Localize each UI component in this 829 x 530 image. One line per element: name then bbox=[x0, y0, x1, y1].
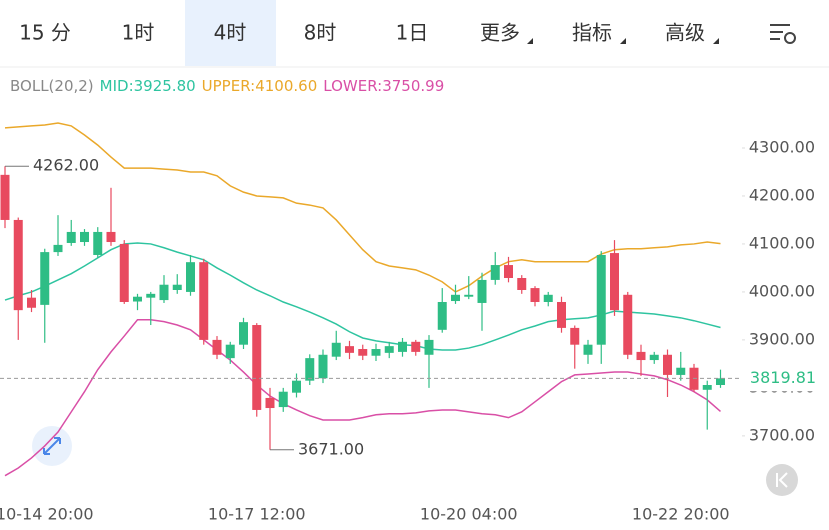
candle-body bbox=[93, 231, 103, 255]
candle-body bbox=[146, 293, 156, 298]
candle-body bbox=[318, 354, 328, 379]
legend-entry: UPPER:4100.60 bbox=[202, 77, 318, 95]
legend: BOLL(20,2) MID:3925.80 UPPER:4100.60 LOWER:… bbox=[10, 77, 444, 95]
y-tick-label: 3900.00 bbox=[749, 329, 815, 348]
tab[interactable]: 高级 bbox=[665, 21, 705, 45]
back-to-latest-button[interactable] bbox=[766, 464, 798, 496]
candle-body bbox=[0, 174, 10, 220]
y-tick-label: 4100.00 bbox=[749, 233, 815, 252]
indicator-name: BOLL(20,2) bbox=[10, 77, 94, 95]
tab[interactable]: 8时 bbox=[304, 21, 337, 45]
candle-body bbox=[358, 349, 368, 356]
legend-entry: LOWER:3750.99 bbox=[323, 77, 444, 95]
candle-body bbox=[424, 339, 434, 355]
candle-body bbox=[676, 367, 686, 375]
expand-button[interactable] bbox=[32, 426, 72, 466]
candle-body bbox=[212, 339, 222, 355]
y-tick-label: 3700.00 bbox=[749, 425, 815, 444]
y-tick-label: 4300.00 bbox=[749, 137, 815, 156]
extreme-label: 4262.00 bbox=[33, 156, 99, 175]
candle-body bbox=[252, 325, 262, 410]
candle-body bbox=[543, 294, 553, 302]
candle-body bbox=[186, 262, 195, 292]
dropdown-arrow bbox=[620, 38, 626, 44]
candle-body bbox=[331, 342, 341, 357]
candle-body bbox=[239, 322, 248, 345]
x-tick-label: 10-22 20:00 bbox=[632, 505, 730, 524]
dropdown-arrow bbox=[527, 38, 533, 44]
y-tick-label: 4200.00 bbox=[749, 185, 815, 204]
candle-body bbox=[702, 385, 712, 390]
candle-body bbox=[384, 346, 394, 353]
candle-body bbox=[80, 231, 89, 243]
candle-body bbox=[716, 378, 725, 385]
candle-body bbox=[40, 252, 50, 305]
candle-body bbox=[504, 265, 513, 279]
x-tick-label: 10-14 20:00 bbox=[0, 505, 94, 524]
last-price-label: 3819.81 bbox=[750, 368, 816, 387]
extreme-label: 3671.00 bbox=[298, 439, 364, 458]
candle-body bbox=[477, 279, 487, 303]
tab[interactable]: 1日 bbox=[396, 21, 429, 45]
legend-entry: MID:3925.80 bbox=[100, 77, 196, 95]
settings-icon[interactable] bbox=[770, 24, 796, 44]
candle-body bbox=[133, 296, 142, 302]
candle-body bbox=[451, 294, 460, 302]
tab[interactable]: 更多 bbox=[480, 21, 520, 45]
candle-body bbox=[292, 380, 301, 393]
last-price-box bbox=[740, 365, 826, 392]
candle-body bbox=[437, 301, 447, 330]
candle-body bbox=[490, 265, 500, 280]
candle-body bbox=[649, 354, 659, 361]
x-tick-label: 10-20 04:00 bbox=[420, 505, 518, 524]
candle-body bbox=[278, 391, 288, 408]
candle-body bbox=[610, 253, 619, 311]
candle-body bbox=[570, 327, 580, 345]
candle-body bbox=[557, 301, 566, 328]
boll-line bbox=[4, 318, 721, 477]
candle-body bbox=[411, 341, 421, 352]
candle-body bbox=[199, 262, 209, 340]
candle-body bbox=[66, 231, 76, 243]
candle-body bbox=[530, 288, 540, 302]
candle-body bbox=[596, 254, 606, 345]
candle-body bbox=[27, 297, 36, 308]
y-tick-label: 4000.00 bbox=[749, 281, 815, 300]
tab[interactable]: 4时 bbox=[214, 21, 247, 45]
candle-body bbox=[345, 346, 354, 353]
tab[interactable]: 指标 bbox=[572, 21, 612, 45]
tab[interactable]: 15 分 bbox=[19, 21, 71, 45]
candle-body bbox=[371, 349, 381, 356]
candle-body bbox=[119, 243, 129, 302]
candle-body bbox=[13, 219, 23, 311]
candle-body bbox=[106, 231, 116, 243]
candle-body bbox=[663, 354, 672, 375]
candle-body bbox=[583, 344, 593, 355]
candle-body bbox=[517, 278, 527, 290]
candle-body bbox=[636, 351, 646, 361]
active-tab-bg bbox=[185, 0, 276, 66]
x-tick-label: 10-17 12:00 bbox=[208, 505, 306, 524]
tab[interactable]: 1时 bbox=[122, 21, 155, 45]
candle-body bbox=[225, 344, 235, 359]
candle-body bbox=[464, 294, 474, 297]
candle-body bbox=[305, 358, 315, 381]
candle-body bbox=[159, 284, 169, 301]
dropdown-arrow bbox=[713, 38, 719, 44]
candle-body bbox=[53, 244, 63, 253]
candle-body bbox=[398, 341, 407, 352]
candle-body bbox=[623, 294, 633, 355]
candle-body bbox=[172, 284, 182, 290]
candle-body bbox=[265, 397, 275, 409]
